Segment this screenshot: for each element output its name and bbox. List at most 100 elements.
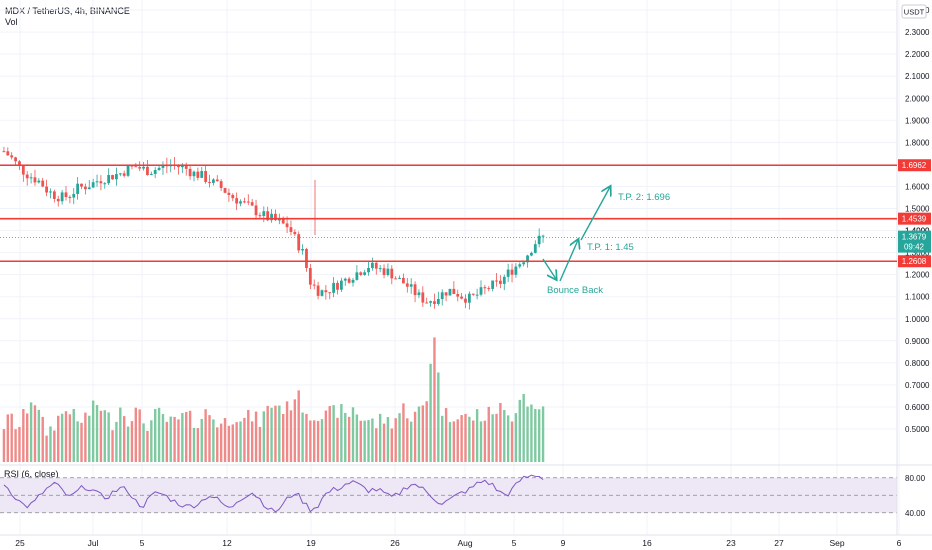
volume-bar: [355, 414, 359, 462]
volume-bar: [483, 420, 487, 462]
candle-body: [483, 287, 487, 289]
candle-body: [118, 173, 122, 175]
candle-body: [487, 288, 491, 290]
candle-body: [243, 201, 246, 203]
volume-bar: [192, 427, 196, 462]
candle-body: [180, 166, 184, 168]
volume-bar: [460, 415, 463, 462]
candle-body: [533, 244, 537, 253]
candle-body: [115, 174, 118, 180]
volume-bar: [165, 421, 169, 462]
x-tick-label: 27: [774, 538, 784, 548]
candle-body: [64, 192, 68, 198]
volume-bar: [196, 428, 200, 462]
candle-body: [49, 191, 52, 193]
candle-body: [339, 280, 343, 290]
x-tick-label: 19: [306, 538, 316, 548]
candle-body: [25, 174, 29, 179]
candle-body: [425, 302, 429, 304]
candle-body: [134, 166, 138, 168]
symbol-title: MDX / TetherUS, 4h, BINANCE: [5, 6, 130, 16]
candle-body: [21, 165, 25, 175]
volume-bar: [68, 414, 72, 462]
volume-bar: [433, 337, 436, 462]
volume-bar: [254, 411, 258, 462]
volume-bar: [371, 418, 374, 462]
volume-bar: [452, 421, 456, 462]
candle-body: [239, 201, 242, 204]
candle-body: [409, 284, 413, 287]
volume-bar: [80, 422, 83, 462]
volume-bar: [503, 409, 506, 462]
volume-bar: [53, 430, 56, 462]
arrow-to-tp1: [559, 240, 578, 282]
volume-bar: [514, 413, 518, 462]
volume-bar: [309, 420, 312, 462]
candle-body: [200, 171, 204, 178]
volume-bar: [154, 409, 157, 462]
candle-body: [436, 299, 440, 304]
volume-bar: [281, 414, 285, 462]
volume-bar: [475, 409, 479, 462]
candle-body: [510, 269, 514, 275]
candle-body: [498, 280, 502, 284]
price-level-badge: [898, 159, 931, 172]
volume-bar: [375, 428, 378, 462]
volume-bar: [285, 401, 289, 462]
volume-bar: [382, 423, 386, 462]
volume-bar: [297, 390, 300, 462]
volume-bar: [413, 411, 417, 462]
candle-body: [231, 194, 235, 199]
candle-body: [305, 249, 308, 269]
volume-bar: [150, 420, 153, 462]
volume-bar: [99, 410, 103, 462]
candle-body: [52, 191, 56, 199]
candle-body: [363, 272, 367, 275]
volume-bar: [289, 410, 293, 462]
y-tick-label: 1.5000: [905, 205, 930, 214]
volume-bar: [107, 412, 110, 462]
x-tick-label: 5: [512, 538, 517, 548]
arrow-to-tp2: [580, 187, 610, 241]
volume-bar: [320, 419, 324, 462]
volume-bar: [130, 421, 134, 462]
volume-bar: [332, 405, 335, 462]
volume-bar: [169, 416, 172, 462]
volume-bar: [526, 406, 529, 462]
candle-body: [417, 292, 421, 296]
y-tick-label: 2.2000: [905, 50, 930, 59]
x-tick-label: 16: [642, 538, 652, 548]
candle-body: [95, 181, 99, 183]
candle-body: [448, 288, 452, 296]
volume-bar: [468, 416, 471, 462]
volume-bar: [49, 426, 52, 462]
candle-body: [526, 255, 529, 263]
volume-bar: [491, 414, 494, 462]
candle-body: [99, 181, 103, 184]
volume-bar: [336, 417, 339, 462]
candle-body: [107, 175, 111, 184]
candle-body: [371, 262, 374, 268]
x-tick-label: 25: [15, 538, 25, 548]
x-tick-label: Jul: [88, 538, 99, 548]
x-tick-label: Sep: [829, 538, 844, 548]
y-tick-label: 1.3000: [905, 249, 930, 258]
volume-bar: [126, 426, 130, 462]
volume-bar: [146, 430, 149, 462]
candle-body: [6, 151, 10, 156]
arrow-down-to-support: [542, 258, 556, 279]
volume-bar: [227, 425, 231, 462]
candle-body: [153, 170, 157, 174]
volume-bar: [204, 409, 207, 462]
volume-bar: [266, 405, 269, 462]
volume-bar: [247, 409, 250, 462]
candle-body: [460, 296, 464, 299]
candle-body: [475, 294, 479, 296]
candle-body: [149, 173, 153, 176]
candle-body: [324, 290, 328, 293]
candle-body: [541, 235, 545, 237]
candle-body: [188, 168, 192, 177]
price-level-badge: [898, 255, 931, 268]
candle-body: [258, 215, 262, 217]
